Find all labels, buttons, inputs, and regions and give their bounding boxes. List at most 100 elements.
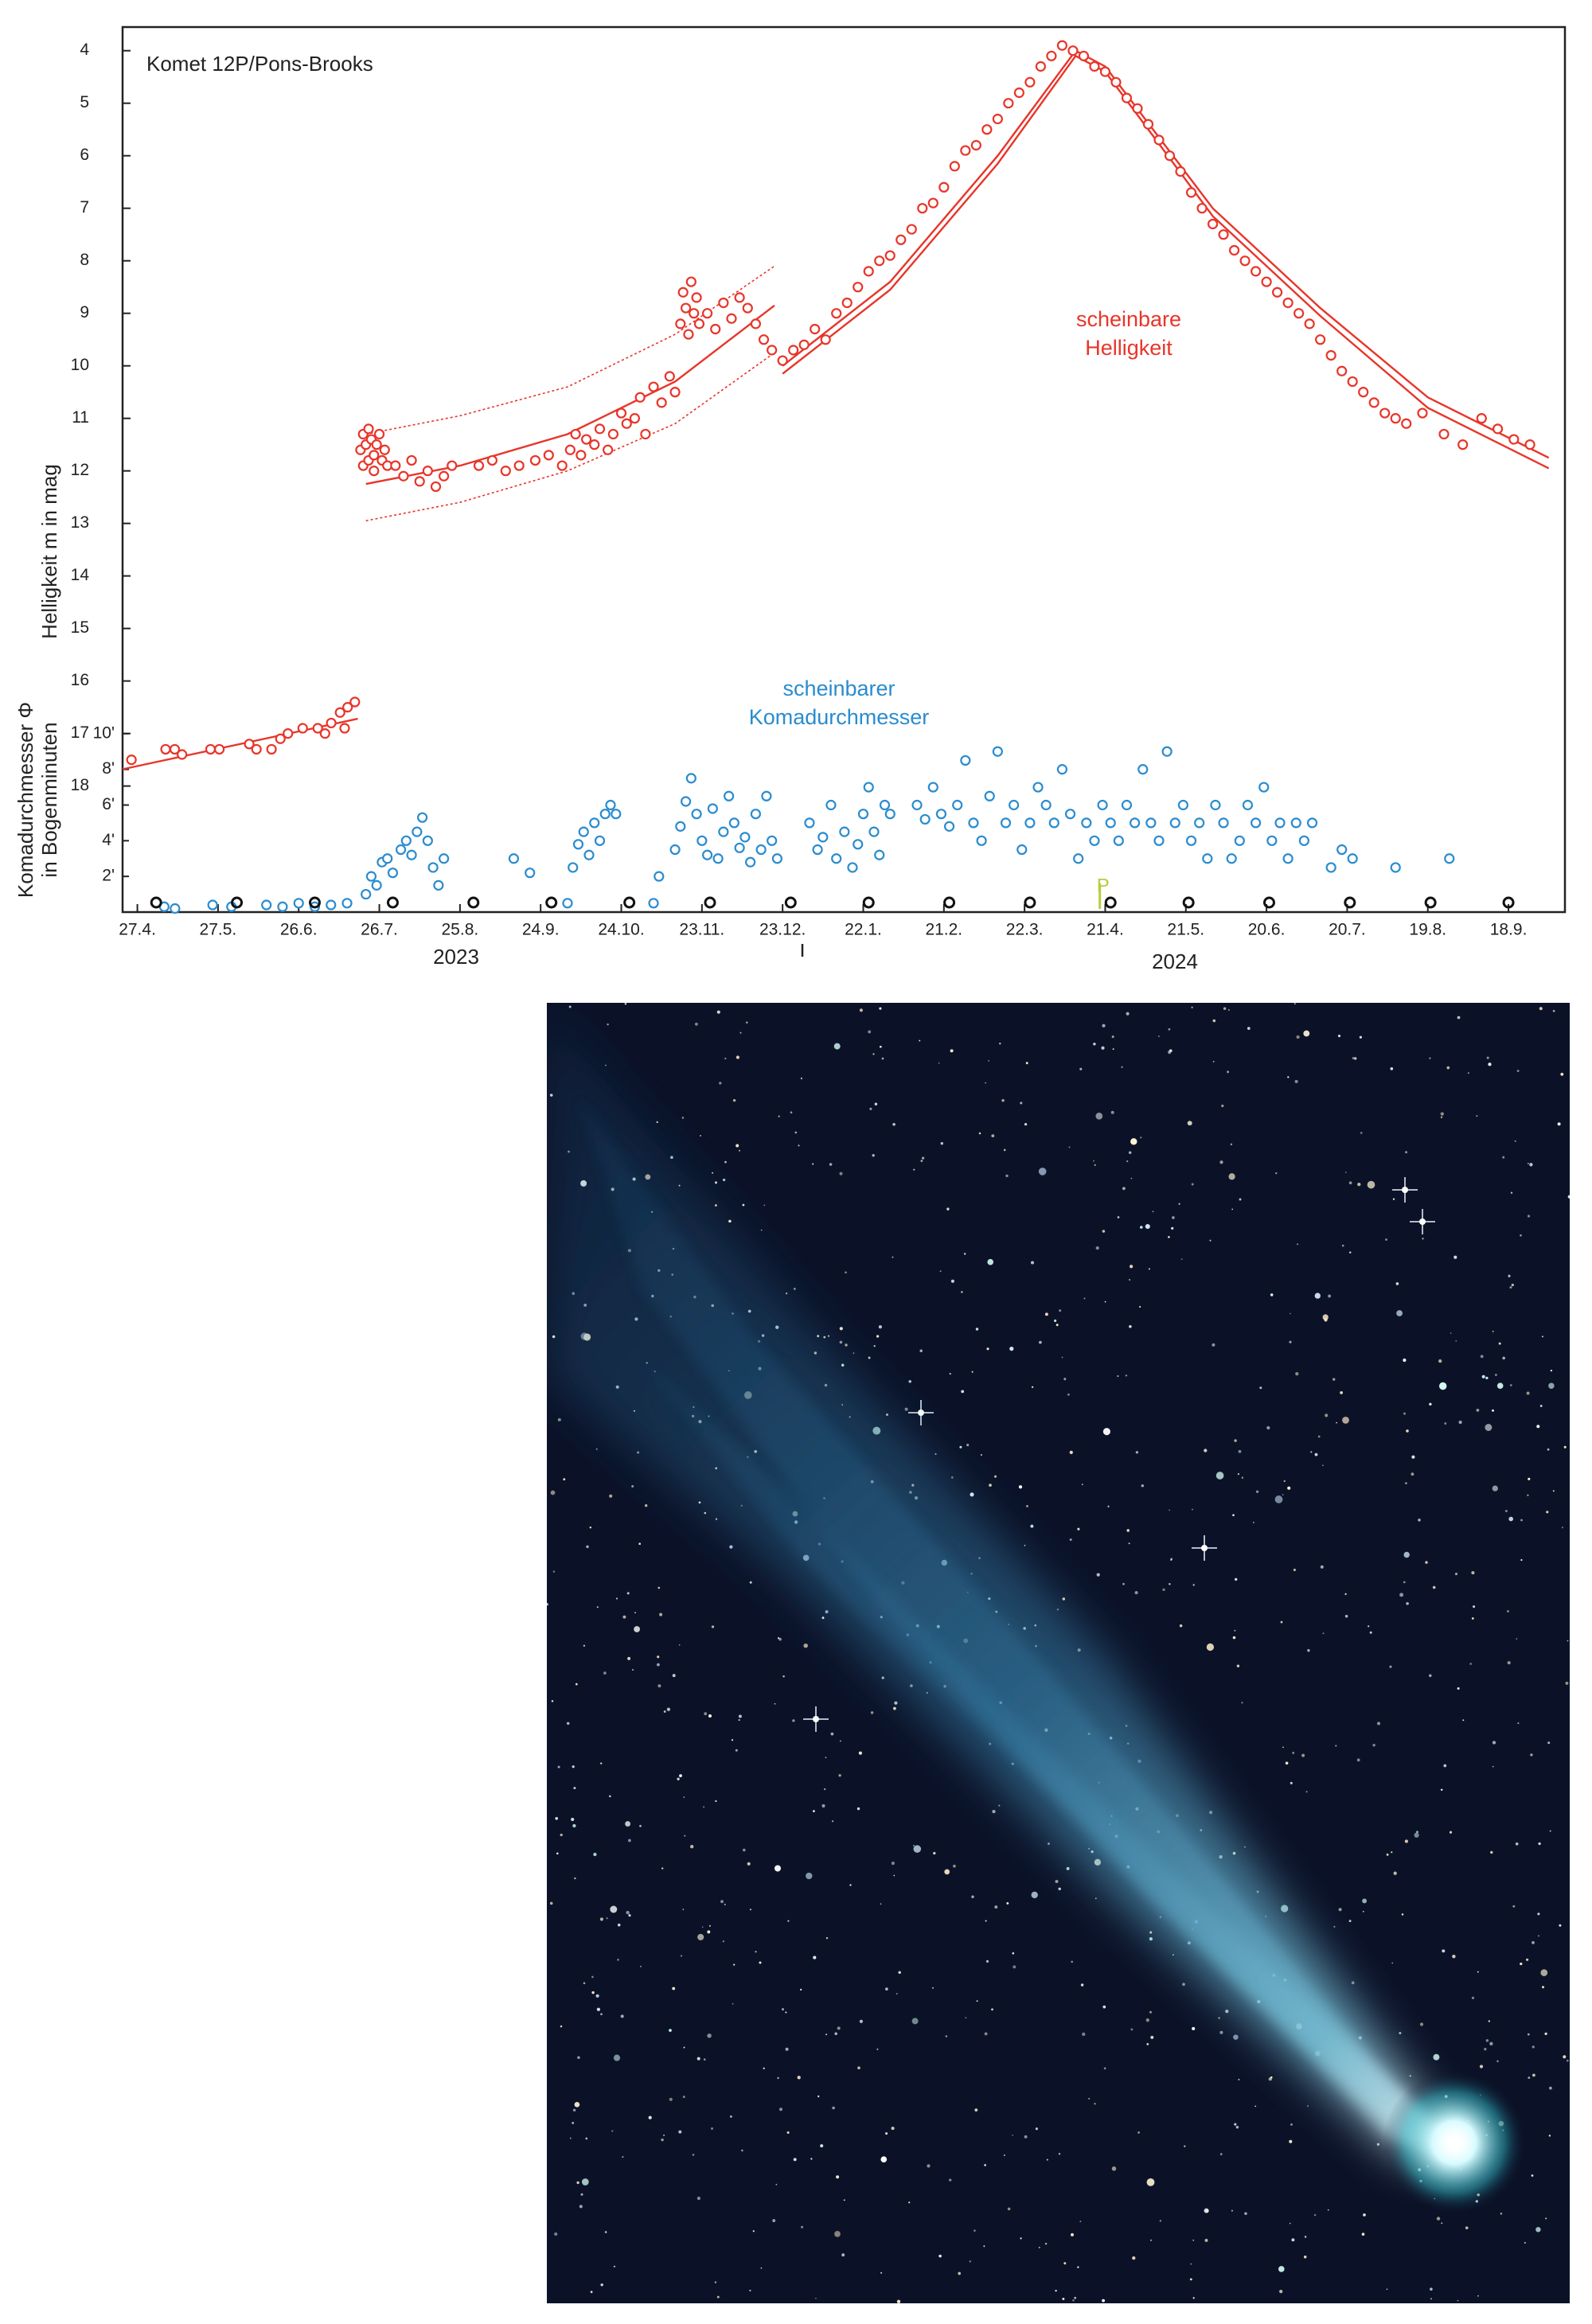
star bbox=[974, 2229, 976, 2232]
star bbox=[707, 1930, 711, 1934]
star bbox=[1117, 1375, 1119, 1378]
star bbox=[1215, 1472, 1224, 1480]
star bbox=[1335, 1745, 1337, 1747]
star bbox=[1169, 1509, 1171, 1511]
star bbox=[572, 1765, 575, 1768]
star bbox=[1234, 1439, 1237, 1442]
star bbox=[1001, 1099, 1005, 1102]
star bbox=[1391, 1851, 1393, 1854]
data-point bbox=[416, 812, 428, 823]
data-point bbox=[1196, 203, 1208, 214]
fit-line bbox=[365, 265, 775, 435]
star bbox=[1508, 1516, 1513, 1522]
star bbox=[1270, 1293, 1274, 1297]
star bbox=[1259, 1386, 1262, 1390]
star bbox=[1322, 1632, 1325, 1635]
star bbox=[845, 1343, 848, 1347]
star bbox=[574, 1877, 576, 1880]
x-tick-label: 26.7. bbox=[361, 921, 398, 939]
data-point bbox=[1258, 782, 1270, 793]
fit-line bbox=[782, 49, 1550, 459]
star bbox=[1219, 2030, 1223, 2034]
star bbox=[1409, 2075, 1411, 2077]
star bbox=[1477, 2295, 1479, 2297]
star bbox=[611, 2130, 614, 2132]
star bbox=[1515, 1842, 1519, 1846]
data-point bbox=[1161, 746, 1173, 757]
star bbox=[1104, 1300, 1106, 1303]
star bbox=[696, 2057, 700, 2061]
data-point bbox=[1153, 135, 1165, 146]
star bbox=[739, 1031, 742, 1034]
data-point bbox=[680, 302, 692, 314]
data-point bbox=[177, 749, 188, 760]
star bbox=[1101, 1046, 1105, 1050]
star bbox=[1552, 1490, 1555, 1492]
star bbox=[1126, 1160, 1129, 1163]
star bbox=[682, 2096, 685, 2099]
star bbox=[735, 1749, 738, 1752]
data-point bbox=[363, 423, 374, 435]
star bbox=[911, 2018, 919, 2025]
star bbox=[736, 1055, 739, 1059]
star bbox=[580, 2193, 583, 2196]
star bbox=[1405, 1151, 1407, 1154]
star bbox=[1357, 1182, 1361, 1187]
data-point bbox=[581, 434, 592, 445]
data-point bbox=[439, 470, 450, 482]
data-point bbox=[1298, 835, 1309, 846]
star bbox=[738, 1714, 742, 1718]
star bbox=[1429, 1057, 1431, 1059]
star bbox=[1360, 1132, 1363, 1134]
star bbox=[1450, 1332, 1452, 1334]
star bbox=[785, 2011, 787, 2014]
star bbox=[1122, 1582, 1125, 1585]
y-tick-label: 4 bbox=[80, 41, 89, 59]
star bbox=[1524, 2242, 1526, 2244]
data-point bbox=[611, 809, 622, 820]
star bbox=[1126, 1012, 1130, 1016]
star bbox=[908, 1380, 911, 1383]
data-point bbox=[576, 450, 587, 461]
data-point bbox=[874, 255, 885, 267]
star bbox=[1363, 2213, 1366, 2217]
star bbox=[891, 2127, 895, 2131]
data-point bbox=[685, 276, 696, 287]
star bbox=[858, 1751, 862, 1755]
star bbox=[577, 2056, 580, 2059]
star bbox=[821, 1803, 825, 1808]
star bbox=[678, 1644, 681, 1646]
star bbox=[1026, 1504, 1028, 1507]
star bbox=[683, 1796, 685, 1798]
data-point bbox=[621, 418, 632, 429]
star bbox=[591, 1991, 595, 1995]
data-point bbox=[349, 696, 361, 708]
star bbox=[953, 1864, 956, 1868]
data-point bbox=[1024, 817, 1036, 829]
star bbox=[1223, 1007, 1227, 1010]
star bbox=[1535, 2227, 1541, 2232]
star bbox=[933, 1851, 936, 1855]
x-tick-label: 21.4. bbox=[1087, 921, 1124, 939]
star bbox=[1561, 1527, 1563, 1529]
star bbox=[563, 1478, 566, 1481]
star bbox=[1129, 1265, 1134, 1269]
star bbox=[978, 1132, 981, 1135]
star bbox=[1206, 1643, 1215, 1651]
moon-marker bbox=[386, 896, 399, 909]
data-point bbox=[599, 809, 611, 820]
star bbox=[823, 1336, 826, 1339]
annotation: scheinbarer bbox=[782, 677, 895, 700]
star bbox=[1035, 2127, 1038, 2131]
data-point bbox=[710, 323, 721, 335]
star bbox=[1178, 1203, 1180, 1205]
data-point bbox=[689, 308, 700, 319]
star bbox=[697, 1933, 704, 1940]
data-point bbox=[583, 849, 595, 860]
star bbox=[1542, 1986, 1544, 1989]
star bbox=[1548, 1382, 1555, 1389]
star bbox=[1180, 1258, 1183, 1260]
star bbox=[1231, 1208, 1234, 1211]
star bbox=[961, 1390, 965, 1394]
data-point bbox=[718, 297, 729, 309]
